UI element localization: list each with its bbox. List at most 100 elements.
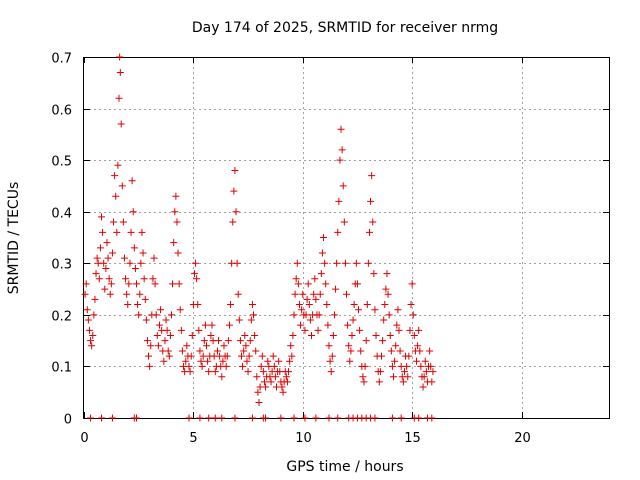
data-point [323,301,331,309]
data-point [348,331,356,339]
data-point [426,347,434,355]
data-point [185,362,193,370]
data-point [111,172,119,180]
data-point [128,177,136,185]
data-point [147,342,155,350]
data-point [320,234,328,241]
data-point [388,414,396,422]
data-point [356,326,364,334]
data-point [247,316,255,324]
data-point [160,357,168,365]
data-point [326,357,334,365]
x-tick-label: 5 [189,431,197,446]
data-point [346,357,354,365]
data-point [295,301,303,309]
data-point [197,357,205,365]
data-point [211,368,219,376]
data-point [324,321,332,329]
y-tick-label: 0.5 [51,155,72,170]
data-point [395,326,403,334]
data-point [211,414,219,422]
data-point [322,280,330,288]
data-point [350,301,358,309]
data-point [403,362,411,370]
data-point [292,275,300,283]
data-point [429,368,437,376]
data-point [124,301,132,309]
data-point [355,306,363,314]
data-point [290,311,298,319]
data-point [232,208,240,216]
data-point [137,259,145,267]
data-point [385,311,393,319]
data-point [190,270,198,278]
data-point [340,218,348,226]
data-point [182,357,190,365]
data-point [310,290,318,298]
data-point [278,383,286,391]
data-point [294,280,302,288]
data-point [122,275,130,283]
data-point [229,218,237,226]
data-point [285,368,293,376]
data-point [218,414,226,422]
data-point [399,378,407,386]
data-point [192,259,200,267]
data-point [262,383,270,391]
data-point [333,259,341,267]
data-point [243,357,251,365]
y-tick-label: 0.6 [51,104,72,119]
data-point [277,414,285,422]
data-point [396,347,404,355]
data-point [362,337,370,345]
data-point [171,208,179,216]
data-point [420,373,428,381]
data-point [139,249,147,257]
data-point [90,311,98,319]
data-point [238,352,245,360]
data-point [81,290,89,298]
data-points [81,53,437,422]
data-point [218,373,226,381]
data-point [381,301,389,309]
data-point [298,306,306,314]
data-point [393,321,401,329]
data-point [162,316,170,324]
data-point [110,218,118,226]
data-point [112,192,120,200]
data-point [417,362,425,370]
data-point [87,337,95,345]
data-point [141,295,149,303]
data-point [130,244,138,252]
data-point [105,275,113,283]
data-point [153,331,161,339]
data-point [329,331,337,339]
data-point [301,414,309,422]
data-point [415,326,423,334]
data-point [328,352,336,360]
data-point [384,290,392,298]
data-point [299,290,307,298]
data-point [271,373,279,381]
data-point [103,239,111,247]
data-point [352,259,360,267]
data-point [142,316,150,324]
data-point [239,362,247,370]
data-point [152,311,160,319]
y-tick-label: 0 [64,413,72,428]
data-point [223,352,231,360]
data-point [225,321,233,329]
data-point [205,414,213,422]
data-point [146,362,154,370]
data-point [88,342,96,350]
data-point [419,383,427,391]
data-point [259,368,267,376]
data-point [339,182,347,190]
data-point [275,357,283,365]
data-point [317,270,325,278]
data-point [315,311,323,319]
data-point [155,321,163,329]
data-point [201,321,209,329]
data-point [288,352,296,360]
data-point [154,342,162,350]
